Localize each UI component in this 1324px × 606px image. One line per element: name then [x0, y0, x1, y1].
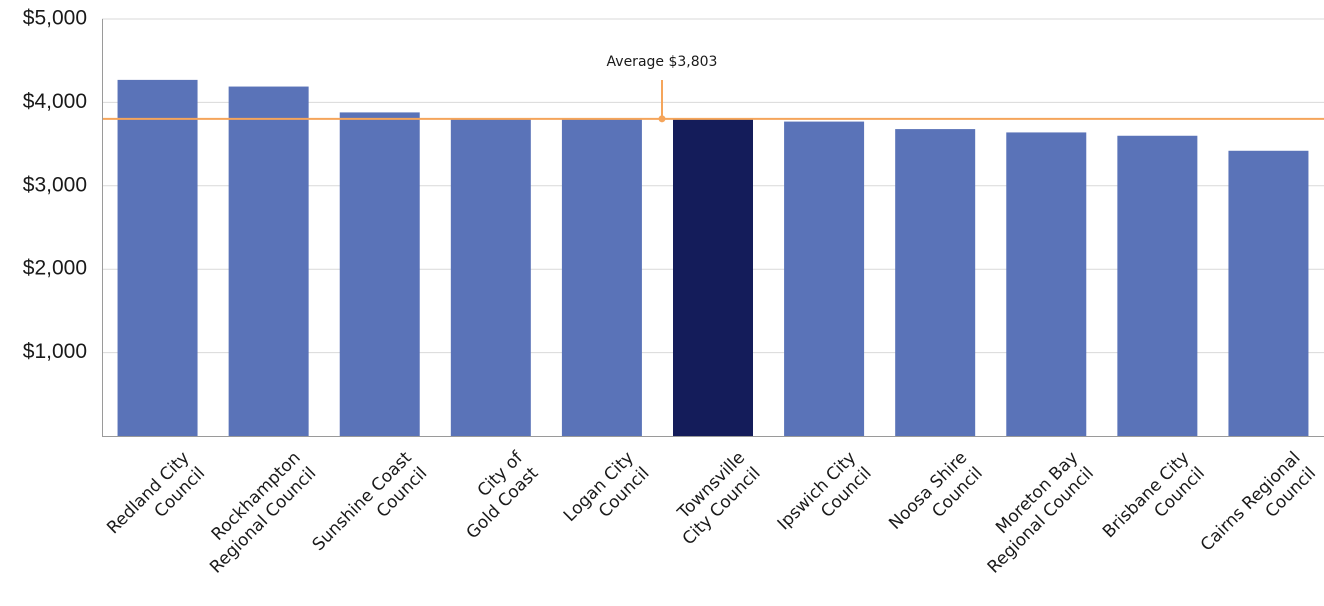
axes — [102, 19, 1324, 437]
y-tick-labels: $1,000 $2,000 $3,000 $4,000 $5,000 — [23, 7, 87, 364]
average-label: Average $3,803 — [607, 54, 718, 70]
y-tick-label: $1,000 — [23, 340, 87, 363]
bar — [784, 121, 865, 436]
bar-highlighted — [673, 118, 753, 436]
y-tick-label: $4,000 — [23, 90, 87, 113]
average-marker — [658, 115, 666, 123]
bar — [117, 79, 198, 436]
y-tick-label: $3,000 — [23, 173, 87, 196]
bar — [228, 86, 309, 436]
bar — [1006, 132, 1087, 436]
bar — [895, 129, 976, 436]
bar — [450, 118, 531, 436]
bar — [1228, 150, 1309, 436]
average-line-group: Average $3,803 — [102, 54, 1324, 123]
bar — [1117, 135, 1198, 436]
bars — [117, 79, 1309, 437]
bar — [561, 118, 642, 436]
bar — [339, 112, 420, 437]
y-tick-label: $5,000 — [23, 7, 87, 30]
y-tick-label: $2,000 — [23, 257, 87, 280]
